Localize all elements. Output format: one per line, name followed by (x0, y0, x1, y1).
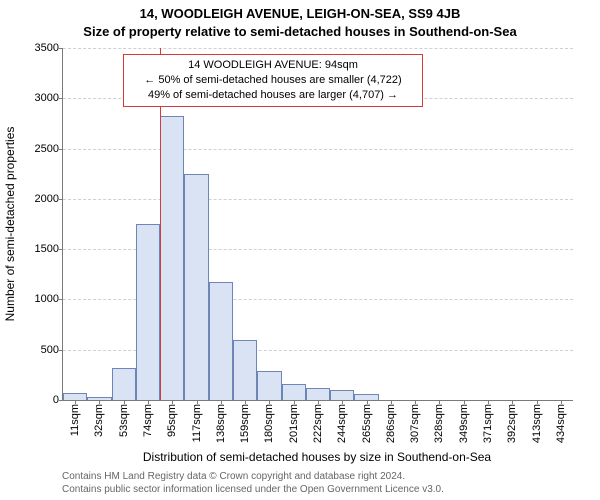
ytick-mark (59, 350, 63, 351)
histogram-bar (306, 388, 330, 400)
gridline (63, 199, 573, 200)
xtick-label: 53sqm (118, 404, 130, 437)
ytick-label: 3000 (35, 92, 59, 104)
xtick-label: 286sqm (385, 404, 397, 443)
ytick-label: 2500 (35, 143, 59, 155)
y-axis-label: Number of semi-detached properties (3, 127, 17, 322)
xtick-label: 180sqm (263, 404, 275, 443)
histogram-bar (112, 368, 136, 400)
annotation-box: 14 WOODLEIGH AVENUE: 94sqm← 50% of semi-… (123, 54, 423, 107)
xtick-label: 371sqm (482, 404, 494, 443)
histogram-bar (87, 397, 111, 400)
xtick-label: 74sqm (142, 404, 154, 437)
xtick-label: 349sqm (458, 404, 470, 443)
gridline (63, 149, 573, 150)
plot-area: 050010001500200025003000350011sqm32sqm53… (62, 48, 573, 401)
histogram-bar (136, 224, 160, 400)
xtick-label: 222sqm (312, 404, 324, 443)
ytick-mark (59, 249, 63, 250)
ytick-label: 0 (53, 394, 59, 406)
xtick-label: 265sqm (361, 404, 373, 443)
ytick-label: 3500 (35, 42, 59, 54)
xtick-label: 117sqm (191, 404, 203, 442)
histogram-bar (160, 116, 184, 400)
footer-line-1: Contains HM Land Registry data © Crown c… (62, 470, 444, 483)
annotation-line: ← 50% of semi-detached houses are smalle… (130, 73, 416, 88)
ytick-label: 1000 (35, 293, 59, 305)
xtick-label: 159sqm (239, 404, 251, 443)
histogram-bar (184, 174, 208, 400)
gridline (63, 48, 573, 49)
xtick-label: 413sqm (531, 404, 543, 443)
ytick-mark (59, 149, 63, 150)
subtitle: Size of property relative to semi-detach… (0, 24, 600, 39)
ytick-label: 500 (41, 344, 59, 356)
ytick-label: 1500 (35, 243, 59, 255)
address-title: 14, WOODLEIGH AVENUE, LEIGH-ON-SEA, SS9 … (0, 6, 600, 21)
ytick-mark (59, 400, 63, 401)
xtick-label: 434sqm (555, 404, 567, 443)
annotation-line: 49% of semi-detached houses are larger (… (130, 88, 416, 103)
histogram-bar (233, 340, 257, 400)
ytick-mark (59, 98, 63, 99)
histogram-bar (354, 394, 378, 400)
ytick-label: 2000 (35, 193, 59, 205)
xtick-label: 11sqm (69, 404, 81, 436)
xtick-label: 201sqm (288, 404, 300, 443)
xtick-label: 307sqm (409, 404, 421, 443)
xtick-label: 328sqm (433, 404, 445, 443)
histogram-bar (63, 393, 87, 400)
histogram-bar (330, 390, 354, 400)
ytick-mark (59, 48, 63, 49)
histogram-bar (209, 282, 233, 400)
chart-root: 14, WOODLEIGH AVENUE, LEIGH-ON-SEA, SS9 … (0, 0, 600, 500)
xtick-label: 95sqm (166, 404, 178, 437)
ytick-mark (59, 199, 63, 200)
xtick-label: 392sqm (506, 404, 518, 443)
footer-line-2: Contains public sector information licen… (62, 483, 444, 496)
xtick-label: 138sqm (215, 404, 227, 443)
xtick-label: 32sqm (93, 404, 105, 437)
footer-attribution: Contains HM Land Registry data © Crown c… (62, 470, 444, 496)
xtick-label: 244sqm (336, 404, 348, 443)
annotation-line: 14 WOODLEIGH AVENUE: 94sqm (130, 58, 416, 73)
x-axis-label: Distribution of semi-detached houses by … (62, 450, 572, 464)
histogram-bar (282, 384, 306, 400)
ytick-mark (59, 299, 63, 300)
histogram-bar (257, 371, 281, 400)
